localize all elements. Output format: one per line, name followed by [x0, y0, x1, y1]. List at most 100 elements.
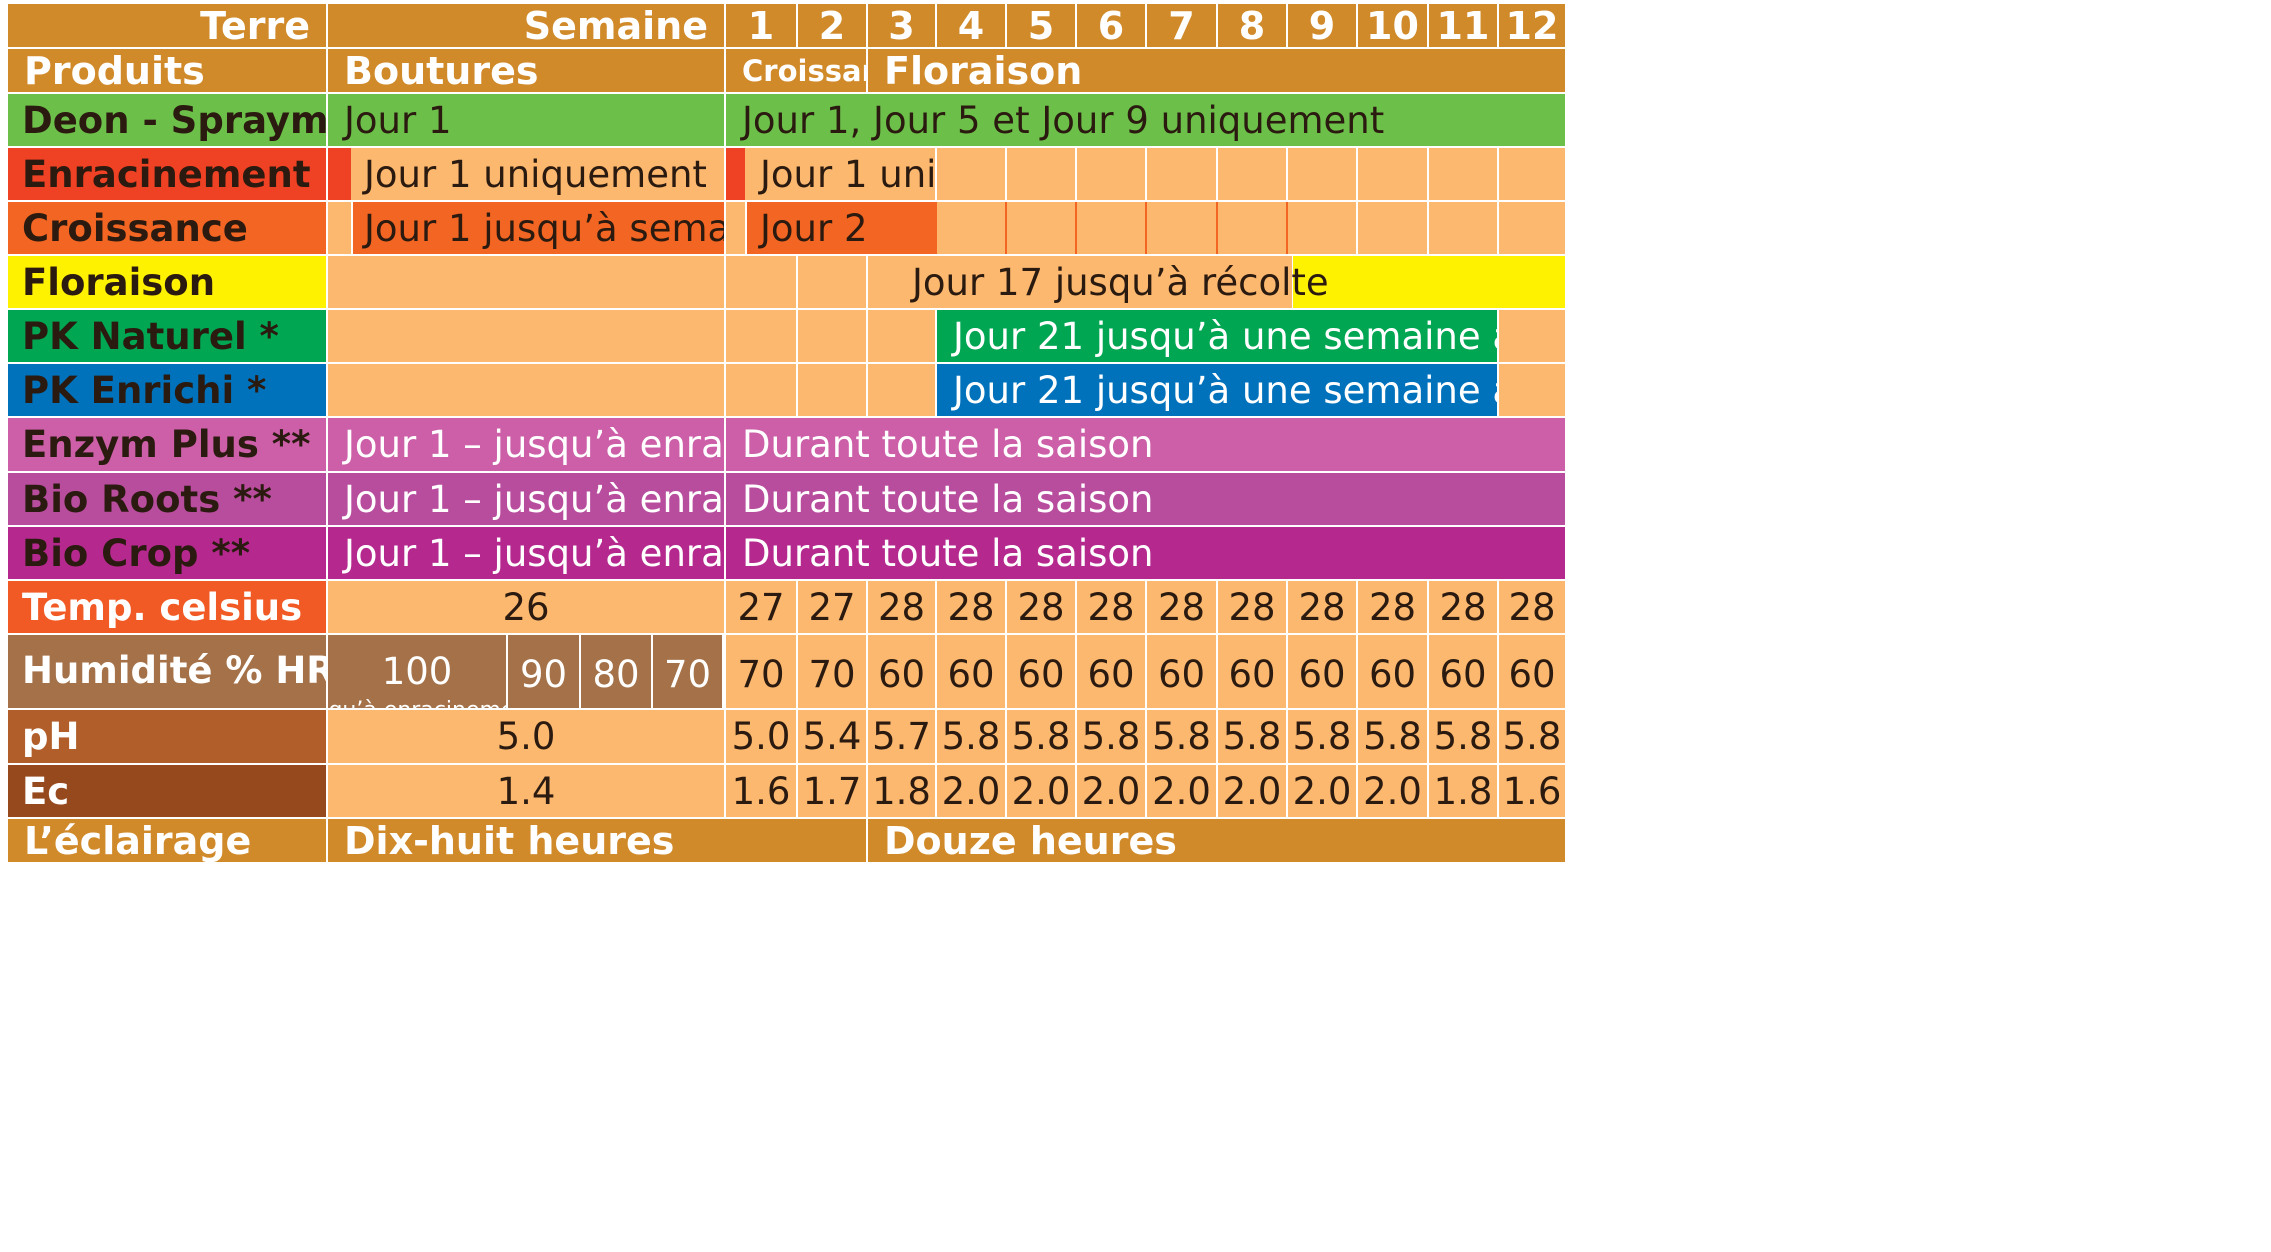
- week-header: 7: [1147, 4, 1216, 47]
- empty-cell: [1007, 148, 1075, 200]
- empty-cell: [726, 364, 796, 416]
- empty-cell: [937, 148, 1005, 200]
- empty-cell: [1077, 148, 1145, 200]
- week-header: 11: [1429, 4, 1497, 47]
- ph-week: 5.8: [1499, 710, 1565, 763]
- humidite-week: 60: [1288, 635, 1356, 708]
- ec-week: 2.0: [1358, 765, 1427, 817]
- empty-cell: [1147, 148, 1216, 200]
- terre-header: Terre: [8, 4, 326, 47]
- empty-cell: [328, 256, 724, 308]
- ph-week: 5.8: [1358, 710, 1427, 763]
- week-header: 1: [726, 4, 796, 47]
- humidite-week: 60: [1429, 635, 1497, 708]
- ph-boutures: 5.0: [328, 710, 724, 763]
- croissance-boutures-bar: [353, 202, 724, 254]
- humidite-boutures-note: jusqu’à enracinement: [328, 698, 506, 708]
- empty-cell: [1499, 310, 1565, 362]
- ph-week: 5.8: [1288, 710, 1356, 763]
- enracinement-marker: [328, 148, 351, 200]
- ec-week: 1.6: [726, 765, 796, 817]
- humidite-week: 70: [726, 635, 796, 708]
- empty-cell: [868, 310, 935, 362]
- pk-enrichi-season: Jour 21 jusqu’à une semaine avant récolt…: [937, 364, 1497, 416]
- ec-week: 2.0: [937, 765, 1005, 817]
- deon-season: Jour 1, Jour 5 et Jour 9 uniquement: [726, 94, 1565, 146]
- empty-cell: [798, 256, 866, 308]
- empty-cell: [1288, 202, 1356, 254]
- week-header: 4: [937, 4, 1005, 47]
- humidite-week: 60: [1147, 635, 1216, 708]
- row-label-deon: Deon - Spraymix: [8, 94, 326, 146]
- empty-cell: [726, 256, 796, 308]
- enzym-boutures: Jour 1 – jusqu’à enracinement: [328, 418, 724, 471]
- ec-week: 2.0: [1218, 765, 1286, 817]
- ph-week: 5.7: [868, 710, 935, 763]
- bio-roots-boutures: Jour 1 – jusqu’à enracinement: [328, 473, 724, 525]
- temp-week: 28: [1147, 581, 1216, 633]
- humidite-boutures-value: 100: [381, 650, 453, 693]
- week-header: 10: [1358, 4, 1427, 47]
- row-label-floraison: Floraison: [8, 256, 326, 308]
- row-label-enracinement: Enracinement: [8, 148, 326, 200]
- row-label-ph: pH: [8, 710, 326, 763]
- empty-cell: [1499, 148, 1565, 200]
- temp-week: 28: [937, 581, 1005, 633]
- ph-week: 5.8: [1007, 710, 1075, 763]
- bio-crop-boutures: Jour 1 – jusqu’à enracinement: [328, 527, 724, 579]
- empty-cell: [328, 364, 724, 416]
- temp-week: 28: [868, 581, 935, 633]
- empty-cell: [1499, 202, 1565, 254]
- empty-cell: [1147, 202, 1216, 254]
- pk-naturel-season: Jour 21 jusqu’à une semaine avant récolt…: [937, 310, 1497, 362]
- row-label-ec: Ec: [8, 765, 326, 817]
- row-label-croissance: Croissance: [8, 202, 326, 254]
- ph-week: 5.8: [937, 710, 1005, 763]
- empty-cell: [798, 310, 866, 362]
- empty-cell: [726, 202, 745, 254]
- temp-boutures: 26: [328, 581, 724, 633]
- temp-week: 28: [1288, 581, 1356, 633]
- produits-header: Produits: [8, 49, 326, 92]
- row-label-bio-roots: Bio Roots **: [8, 473, 326, 525]
- humidite-week: 60: [1218, 635, 1286, 708]
- humidite-week: 70: [798, 635, 866, 708]
- ec-week: 2.0: [1147, 765, 1216, 817]
- ph-week: 5.0: [726, 710, 796, 763]
- enracinement-boutures: Jour 1 uniquement: [328, 148, 724, 200]
- ph-week: 5.8: [1147, 710, 1216, 763]
- ec-week: 2.0: [1288, 765, 1356, 817]
- enzym-season: Durant toute la saison: [726, 418, 1565, 471]
- enracinement-marker: [726, 148, 745, 200]
- empty-cell: [328, 310, 724, 362]
- week-header: 12: [1499, 4, 1565, 47]
- croissance-boutures: Jour 1 jusqu’à semaine 2: [364, 206, 724, 250]
- eclairage-floraison: Douze heures: [868, 819, 1565, 862]
- enracinement-season: Jour 1 uniquement: [726, 148, 935, 200]
- row-label-pk-naturel: PK Naturel *: [8, 310, 326, 362]
- empty-cell: [1218, 202, 1286, 254]
- empty-cell: [1358, 202, 1427, 254]
- row-label-eclairage: L’éclairage: [8, 819, 326, 862]
- ec-week: 2.0: [1077, 765, 1145, 817]
- floraison-season: Jour 17 jusqu’à récolte: [912, 260, 1329, 304]
- empty-cell: [1007, 202, 1075, 254]
- empty-cell: [868, 364, 935, 416]
- croissance-phase: Croissance: [726, 49, 866, 92]
- empty-cell: [1499, 364, 1565, 416]
- ec-week: 1.7: [798, 765, 866, 817]
- ec-week: 2.0: [1007, 765, 1075, 817]
- row-label-pk-enrichi: PK Enrichi *: [8, 364, 326, 416]
- floraison-phase: Floraison: [868, 49, 1565, 92]
- temp-week: 28: [1077, 581, 1145, 633]
- ec-week: 1.6: [1499, 765, 1565, 817]
- semaine-header: Semaine: [328, 4, 724, 47]
- boutures-phase: Boutures: [328, 49, 724, 92]
- empty-cell: [798, 364, 866, 416]
- empty-cell: [937, 202, 1005, 254]
- ph-week: 5.8: [1429, 710, 1497, 763]
- ph-week: 5.8: [1218, 710, 1286, 763]
- humidite-week: 60: [937, 635, 1005, 708]
- week-header: 5: [1007, 4, 1075, 47]
- row-label-humidite: Humidité % HR: [8, 635, 326, 708]
